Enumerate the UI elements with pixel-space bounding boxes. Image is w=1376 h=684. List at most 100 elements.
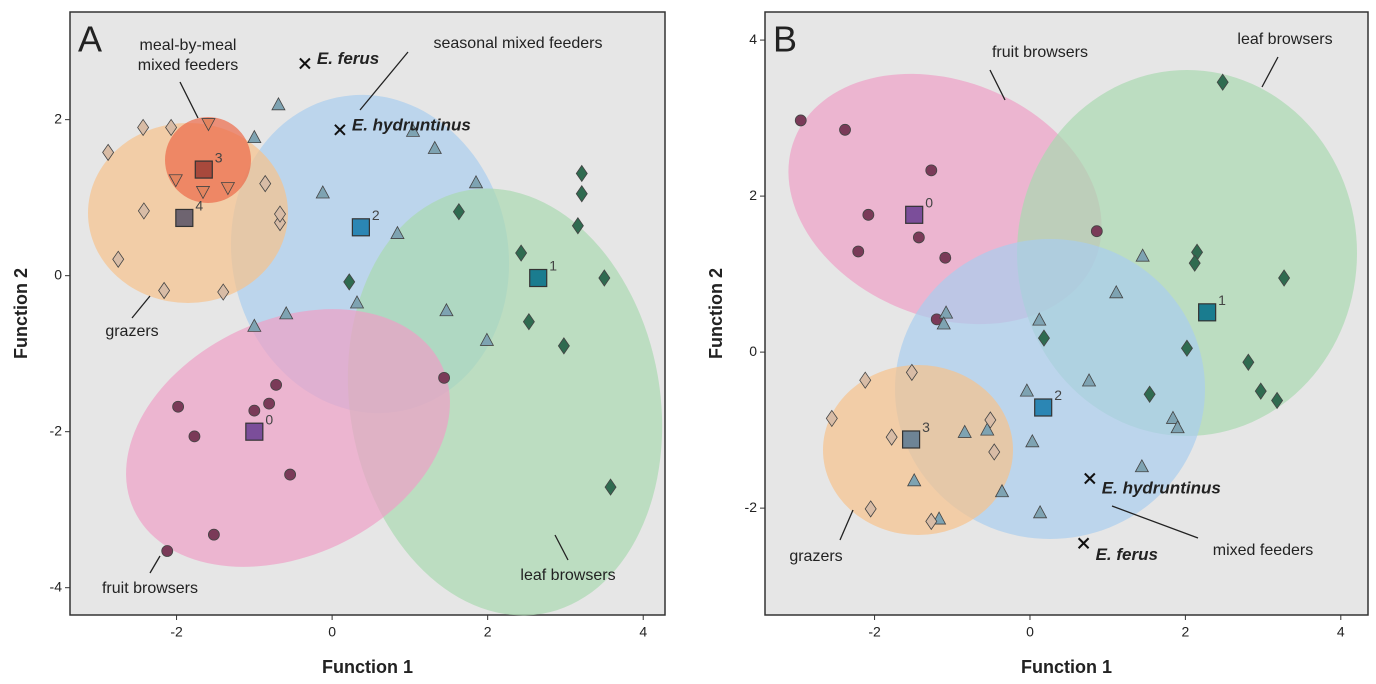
centroid (1034, 398, 1053, 417)
leader-line (554, 534, 569, 561)
data-point (439, 302, 454, 317)
data-point (315, 185, 330, 199)
centroid-label: 0 (925, 195, 933, 211)
centroid-label: 1 (1218, 292, 1226, 308)
y-axis-label: Function 2 (11, 268, 31, 359)
data-point (1032, 504, 1048, 519)
data-point (1025, 433, 1040, 448)
x-tick-label: 4 (1337, 624, 1345, 640)
data-point (980, 422, 995, 436)
data-point (925, 512, 938, 531)
data-point (102, 143, 115, 162)
data-point (270, 378, 283, 391)
data-point (1135, 248, 1150, 262)
ellipse (823, 365, 1013, 535)
leader-line (1261, 56, 1279, 88)
annotation: leaf browsers (1237, 31, 1332, 48)
annotation: leaf browsers (520, 567, 615, 584)
cross-marker (1084, 472, 1096, 485)
cross-label: E. hydruntinus (352, 115, 471, 134)
data-point (390, 225, 405, 239)
centroid-label: 3 (922, 419, 930, 435)
data-point (939, 251, 952, 264)
y-tick-label: 0 (54, 266, 62, 282)
cross-marker (299, 57, 311, 70)
data-point (604, 478, 617, 496)
data-point (515, 244, 528, 262)
data-point (1278, 269, 1291, 287)
data-point (825, 409, 838, 428)
data-point (1188, 254, 1201, 272)
x-tick-label: 0 (328, 624, 336, 640)
data-point (217, 283, 230, 301)
centroid (901, 430, 921, 449)
data-point (468, 174, 484, 189)
x-axis-label: Function 1 (1021, 657, 1112, 677)
data-point (957, 424, 972, 438)
x-tick-label: 0 (1026, 624, 1034, 640)
centroid-label: 0 (265, 411, 273, 427)
centroid-label: 2 (1054, 387, 1062, 403)
y-axis-label: Function 2 (706, 268, 726, 359)
data-point (905, 363, 918, 382)
data-point (165, 118, 178, 137)
data-point (1019, 383, 1035, 397)
centroid (175, 208, 194, 228)
data-point (859, 371, 872, 389)
centroid (351, 218, 370, 237)
x-tick-label: 4 (639, 624, 647, 640)
centroid (905, 205, 924, 224)
data-point (1081, 373, 1097, 387)
cross-marker (334, 124, 346, 136)
ellipse (347, 188, 663, 616)
annotation: mixed feeders (1213, 542, 1314, 559)
cross-label: E. ferus (317, 49, 379, 68)
data-point (938, 305, 954, 319)
data-point (557, 337, 570, 355)
leader-line (149, 555, 161, 574)
data-point (522, 312, 535, 331)
centroid-label: 4 (195, 198, 203, 214)
y-tick-label: 2 (749, 187, 757, 203)
data-point (1170, 419, 1185, 434)
annotation: fruit browsers (102, 580, 198, 597)
data-point (188, 430, 201, 443)
annotation: seasonal mixed feeders (434, 35, 603, 52)
panel-label: B (773, 19, 797, 60)
data-point (1143, 385, 1156, 403)
y-tick-label: -2 (50, 422, 63, 438)
data-point (247, 129, 262, 143)
y-tick-label: 0 (749, 343, 757, 359)
data-point (349, 295, 365, 309)
y-tick-label: 4 (749, 31, 757, 47)
data-point (438, 371, 451, 384)
annotation: fruit browsers (992, 44, 1088, 61)
annotations: seasonal mixed feeders grazers fruit bro… (102, 31, 1333, 597)
data-point (1109, 284, 1124, 299)
data-point (220, 182, 236, 196)
annotation: meal-by-meal mixed feeders (137, 37, 239, 74)
data-point (1216, 73, 1229, 91)
leader-line (839, 509, 854, 541)
data-point (137, 118, 150, 137)
data-point (452, 202, 465, 221)
data-point (598, 269, 611, 287)
cross-marker (1077, 537, 1090, 549)
data-point (284, 468, 297, 481)
data-point (343, 273, 356, 291)
data-point (263, 397, 276, 410)
data-point (112, 250, 125, 268)
centroid-label: 3 (215, 149, 223, 165)
annotation: grazers (105, 323, 158, 340)
centroid (194, 160, 213, 179)
data-point (936, 316, 951, 330)
data-point (907, 472, 922, 487)
x-tick-label: 2 (1181, 624, 1189, 640)
data-point (1242, 353, 1255, 371)
data-point (168, 174, 183, 188)
data-point (912, 231, 925, 244)
data-point (571, 217, 584, 235)
data-point (1037, 329, 1050, 347)
y-tick-label: -2 (745, 499, 758, 515)
